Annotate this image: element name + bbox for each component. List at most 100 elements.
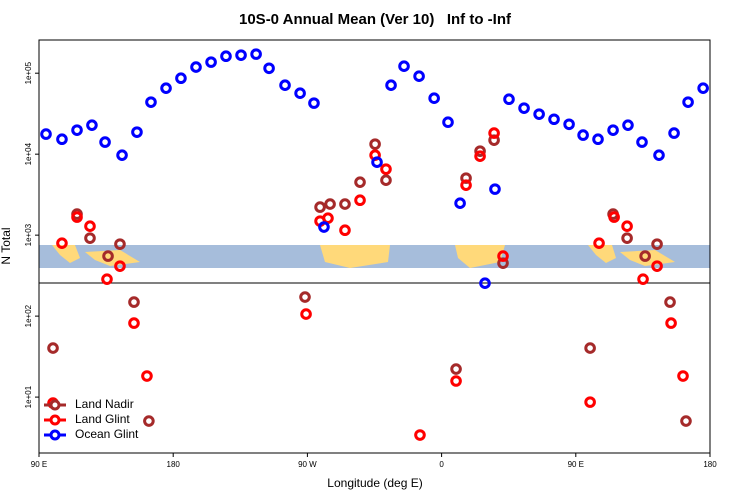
point: [608, 211, 620, 223]
point: [442, 116, 454, 129]
point: [489, 183, 501, 195]
point: [324, 198, 336, 210]
point: [99, 136, 111, 148]
point: [371, 156, 383, 168]
point: [114, 238, 126, 250]
point: [56, 237, 68, 249]
point: [533, 108, 545, 120]
point: [300, 308, 312, 320]
point: [141, 370, 153, 382]
point: [279, 79, 291, 91]
point: [563, 118, 575, 131]
point: [299, 291, 311, 303]
point: [101, 273, 113, 285]
point: [354, 194, 366, 207]
x-tick-label: 90 W: [298, 460, 317, 469]
point: [56, 133, 68, 146]
point: [636, 136, 648, 148]
point: [308, 97, 320, 109]
point: [474, 145, 486, 157]
point: [116, 149, 128, 161]
chart-title: 10S-0 Annual Mean (Ver 10) Inf to -Inf: [239, 11, 512, 28]
x-axis-label: Longitude (deg E): [327, 476, 422, 490]
point: [84, 220, 96, 232]
point: [380, 163, 392, 175]
y-tick-label: 1e+01: [24, 385, 33, 408]
point: [651, 260, 663, 272]
point: [460, 179, 472, 191]
point: [450, 375, 462, 387]
point: [339, 224, 351, 237]
point: [322, 212, 334, 224]
point: [497, 257, 509, 269]
y-tick-label: 1e+05: [24, 61, 33, 84]
y-tick-label: 1e+02: [24, 304, 33, 327]
map-land: [455, 245, 505, 268]
plot-frame: [38, 39, 711, 454]
point: [318, 221, 330, 233]
x-tick-label: 0: [439, 460, 444, 469]
legend-label: Land Nadir: [75, 397, 134, 411]
point: [668, 127, 680, 139]
point: [682, 96, 694, 108]
point: [584, 396, 596, 408]
point: [665, 317, 677, 329]
y-tick-label: 1e+03: [24, 223, 33, 246]
point: [414, 429, 426, 441]
point: [503, 93, 515, 106]
point: [294, 87, 306, 100]
point: [621, 220, 633, 232]
point: [474, 150, 486, 162]
point: [145, 96, 157, 108]
point: [548, 113, 560, 126]
y-tick-label: 1e+04: [24, 142, 33, 165]
point: [190, 61, 202, 73]
point: [128, 296, 140, 308]
legend-marker: [49, 429, 61, 441]
point: [385, 79, 397, 91]
point: [454, 197, 466, 210]
point: [593, 237, 605, 249]
point: [518, 102, 530, 114]
point: [637, 273, 649, 285]
point: [607, 124, 619, 136]
legend-marker: [49, 399, 61, 411]
point: [86, 119, 98, 131]
point: [460, 172, 472, 184]
point: [479, 277, 491, 290]
point: [160, 82, 172, 94]
point: [40, 128, 52, 140]
point: [639, 250, 651, 262]
point: [220, 50, 232, 63]
point: [143, 415, 155, 427]
point: [128, 317, 140, 329]
point: [592, 133, 604, 146]
point: [205, 56, 217, 68]
point: [175, 72, 187, 85]
point: [697, 82, 709, 94]
point: [398, 60, 410, 73]
point: [250, 48, 262, 60]
world-map-strip: [39, 245, 710, 268]
point: [653, 149, 665, 161]
point: [235, 49, 247, 61]
legend-label: Land Glint: [75, 412, 130, 426]
point: [263, 62, 275, 75]
x-tick-label: 90 E: [31, 460, 47, 469]
x-tick-label: 90 E: [568, 460, 584, 469]
point: [677, 370, 689, 382]
point: [497, 250, 509, 262]
point: [664, 296, 676, 308]
point: [71, 211, 83, 223]
point: [102, 250, 114, 262]
x-tick-label: 180: [167, 460, 181, 469]
map-land: [320, 245, 390, 268]
point: [339, 198, 351, 210]
point: [577, 129, 589, 141]
point: [380, 174, 392, 187]
point: [622, 119, 634, 131]
legend-label: Ocean Glint: [75, 427, 139, 441]
point: [488, 127, 500, 139]
point: [621, 232, 633, 244]
